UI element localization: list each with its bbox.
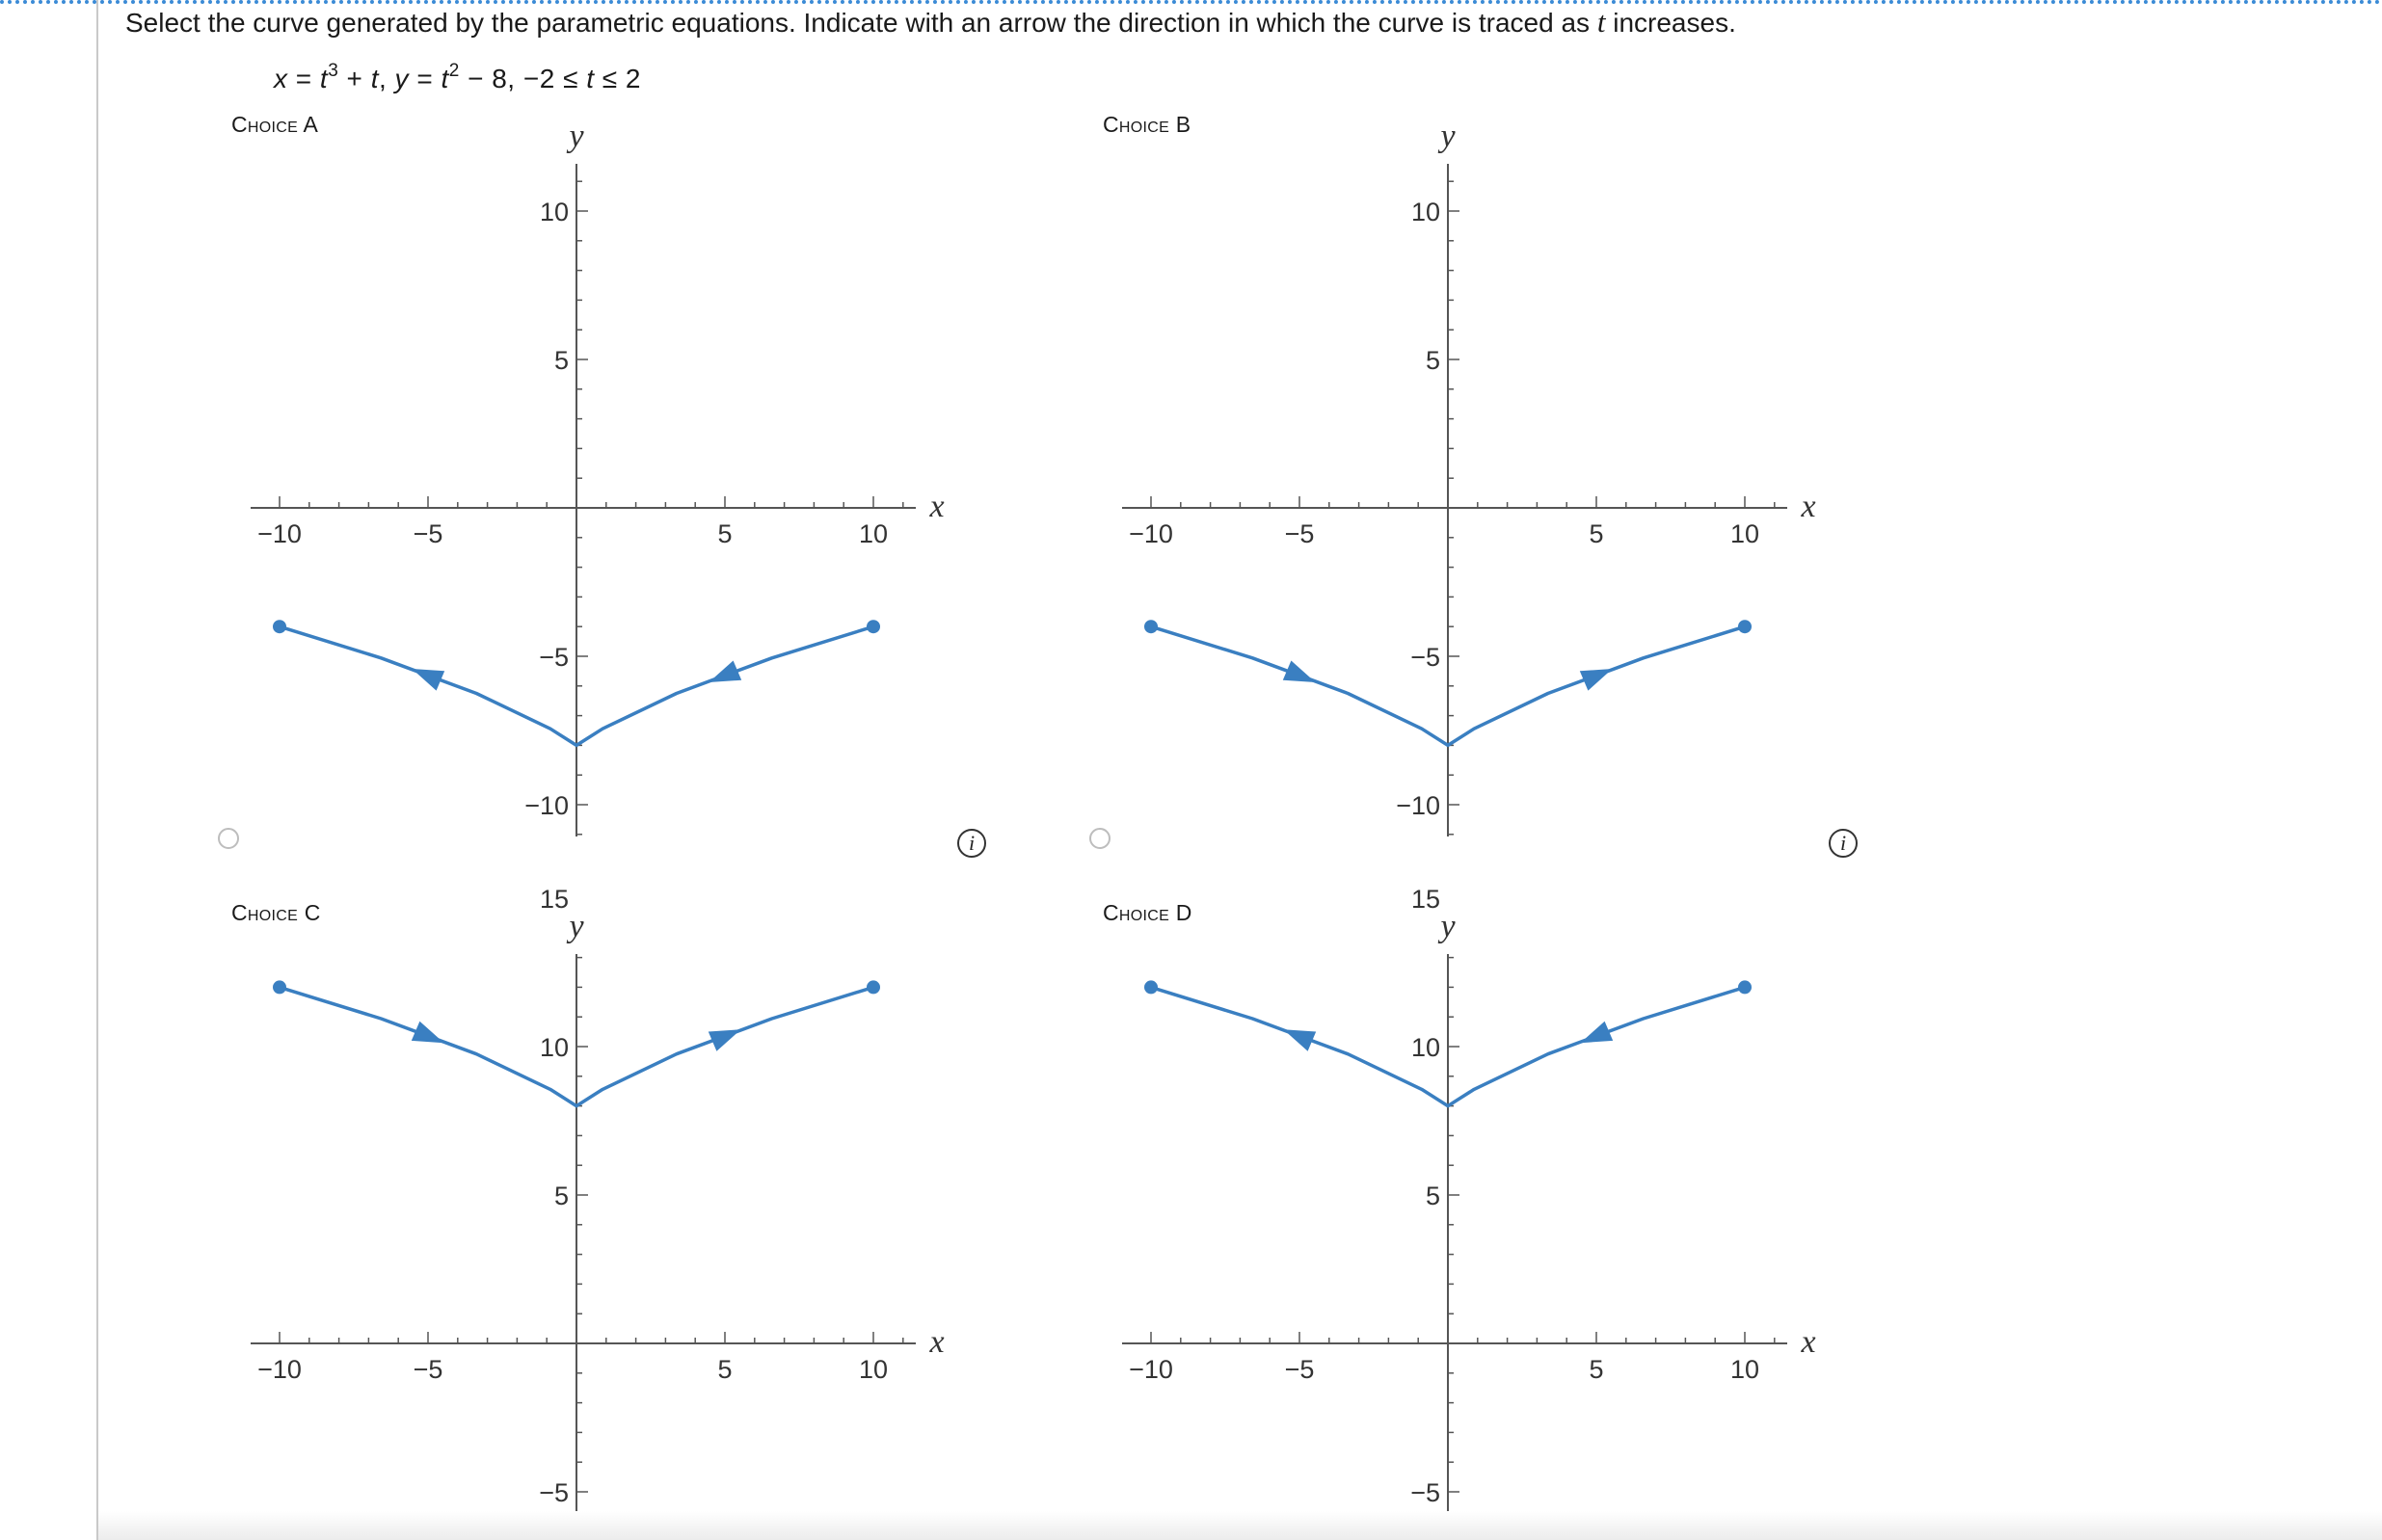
top-dotted-border	[0, 0, 2382, 4]
direction-arrow-icon	[411, 1021, 444, 1044]
y-tick-label: −5	[1410, 643, 1440, 672]
x-tick-label: 10	[859, 519, 888, 548]
question-suffix: increases.	[1605, 8, 1736, 38]
x-axis-title: x	[1800, 1324, 1815, 1360]
eq-text: =	[287, 64, 320, 93]
eq-x-var: x	[274, 64, 288, 93]
y-tick-label: 5	[1426, 1182, 1440, 1210]
eq-y-var: y	[394, 64, 410, 93]
x-tick-label: 5	[1589, 519, 1603, 548]
y-tick-label: −10	[524, 791, 569, 820]
x-tick-label: −10	[1129, 1355, 1173, 1384]
y-tick-label: 15	[540, 885, 569, 914]
direction-arrow-icon	[1282, 660, 1316, 682]
y-tick-label: 10	[1411, 198, 1440, 226]
direction-arrow-icon	[709, 660, 742, 682]
choice-b-info-icon[interactable]: i	[1829, 829, 1858, 858]
direction-arrow-icon	[412, 669, 445, 691]
y-tick-label: 15	[1411, 885, 1440, 914]
direction-arrow-icon	[1579, 669, 1613, 691]
curve-endpoint	[867, 620, 880, 634]
y-tick-label: −5	[539, 1478, 569, 1507]
curve-endpoint	[1144, 980, 1158, 995]
y-tick-label: 10	[540, 198, 569, 226]
x-tick-label: −5	[1285, 519, 1315, 548]
x-tick-label: 5	[717, 1355, 732, 1384]
choice-c-label: Choice C	[231, 900, 321, 925]
left-margin-rule	[96, 0, 98, 1540]
parametric-curve	[1150, 624, 1746, 748]
y-tick-label: 5	[1426, 346, 1440, 375]
y-tick-label: 10	[1411, 1033, 1440, 1062]
x-tick-label: −10	[1129, 519, 1173, 548]
eq-t: t	[319, 64, 329, 93]
eq-text: ,	[378, 64, 395, 93]
eq-exponent: 3	[328, 61, 339, 81]
choice-a-radio[interactable]	[218, 828, 239, 849]
y-axis-title: y	[566, 119, 584, 154]
y-tick-label: −10	[1396, 791, 1440, 820]
curve-endpoint	[273, 980, 286, 995]
curve-endpoint	[273, 620, 286, 634]
curve-endpoint	[1738, 980, 1752, 995]
x-tick-label: −5	[414, 519, 443, 548]
parametric-equations: x = t3 + t, y = t2 − 8, −2 ≤ t ≤ 2	[274, 61, 641, 94]
x-tick-label: 10	[1730, 519, 1759, 548]
y-axis-title: y	[1437, 119, 1456, 154]
x-tick-label: −5	[1285, 1355, 1315, 1384]
direction-arrow-icon	[1580, 1021, 1614, 1044]
y-tick-label: −5	[539, 643, 569, 672]
y-tick-label: 5	[554, 346, 569, 375]
direction-arrow-icon	[1283, 1029, 1317, 1051]
question-text: Select the curve generated by the parame…	[125, 4, 1736, 41]
question-prefix: Select the curve generated by the parame…	[125, 8, 1597, 38]
x-tick-label: 10	[859, 1355, 888, 1384]
eq-text: ≤ 2	[594, 64, 641, 93]
x-tick-label: 5	[717, 519, 732, 548]
eq-t: t	[370, 64, 379, 93]
eq-t: t	[586, 64, 595, 93]
x-axis-title: x	[928, 489, 944, 524]
x-axis-title: x	[1800, 489, 1815, 524]
eq-exponent: 2	[448, 61, 460, 81]
parametric-curve	[279, 624, 874, 748]
x-tick-label: 10	[1730, 1355, 1759, 1384]
y-axis-title: y	[566, 909, 584, 944]
question-variable: t	[1596, 5, 1606, 39]
curve-endpoint	[867, 980, 880, 995]
parametric-curve	[1150, 985, 1746, 1108]
eq-t: t	[441, 64, 449, 93]
y-tick-label: 5	[554, 1182, 569, 1210]
x-tick-label: −10	[257, 519, 302, 548]
choice-a-label: Choice A	[231, 112, 319, 137]
x-tick-label: 5	[1589, 1355, 1603, 1384]
choice-b-label: Choice B	[1103, 112, 1191, 137]
parametric-curve	[279, 985, 874, 1108]
eq-text: =	[409, 64, 442, 93]
choice-b-radio[interactable]	[1089, 828, 1111, 849]
x-axis-title: x	[928, 1324, 944, 1360]
bottom-scroll-fade	[98, 1511, 2382, 1540]
choice-d-label: Choice D	[1103, 900, 1192, 925]
eq-text: − 8, −2 ≤	[459, 64, 587, 93]
direction-arrow-icon	[708, 1029, 741, 1051]
eq-text: +	[338, 64, 371, 93]
y-axis-title: y	[1437, 909, 1456, 944]
x-tick-label: −10	[257, 1355, 302, 1384]
x-tick-label: −5	[414, 1355, 443, 1384]
y-tick-label: −5	[1410, 1478, 1440, 1507]
y-tick-label: 10	[540, 1033, 569, 1062]
choice-a-info-icon[interactable]: i	[957, 829, 986, 858]
curve-endpoint	[1738, 620, 1752, 634]
curve-endpoint	[1144, 620, 1158, 634]
